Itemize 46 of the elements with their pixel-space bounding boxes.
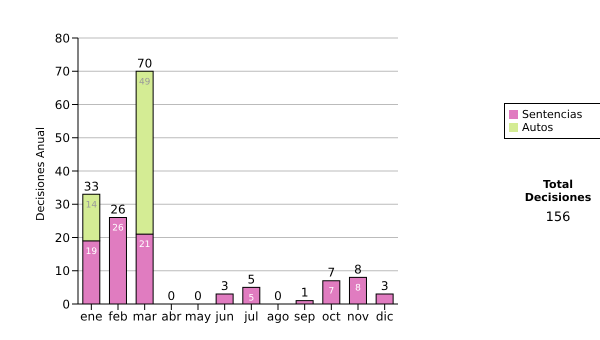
y-tick-label: 70	[54, 64, 70, 79]
y-tick-label: 50	[54, 131, 70, 146]
total-label: 3	[220, 279, 228, 294]
data-label: 14	[86, 200, 98, 210]
total-label: 1	[300, 286, 308, 300]
total-label: 70	[137, 56, 152, 70]
y-axis-title: Decisiones Anual	[34, 126, 47, 221]
y-tick-label: 20	[54, 230, 70, 245]
total-label: 7	[328, 266, 336, 280]
text: Total Decisiones	[524, 178, 592, 204]
total-label: 0	[274, 289, 282, 303]
data-label: 7	[328, 286, 334, 297]
total-label: 0	[194, 289, 202, 303]
y-tick-label: 10	[54, 264, 70, 278]
y-tick-label: 40	[54, 164, 70, 178]
x-tick-label: jun	[214, 310, 234, 324]
x-tick-label: abr	[161, 310, 182, 324]
x-tick-label: may	[184, 310, 212, 324]
legend-label: Sentencias	[522, 108, 582, 121]
data-label: 19	[86, 246, 98, 257]
y-tick-label: 0	[62, 297, 70, 312]
y-tick-label: 80	[54, 31, 70, 46]
x-tick-label: feb	[108, 310, 128, 324]
total-label: 26	[110, 202, 126, 217]
x-tick-label: sep	[294, 310, 316, 324]
data-label: 26	[112, 224, 124, 234]
text: 156	[544, 210, 572, 225]
x-tick-label: ene	[80, 310, 103, 324]
x-tick-label: nov	[346, 310, 370, 324]
x-tick-label: oct	[322, 310, 341, 324]
data-label: 49	[138, 77, 151, 88]
x-tick-label: dic	[376, 310, 394, 324]
total-label: 33	[84, 179, 99, 194]
legend-label: Autos	[522, 121, 554, 134]
y-tick-label: 60	[54, 98, 70, 112]
total-label: 0	[168, 289, 176, 303]
total-label: 3	[380, 279, 388, 294]
total-label: 8	[354, 262, 362, 276]
total-label: 5	[248, 272, 256, 286]
data-label: 21	[138, 240, 150, 250]
data-label: 8	[355, 283, 362, 294]
data-label: 5	[248, 293, 254, 304]
x-tick-label: ago	[266, 310, 290, 324]
x-tick-label: jul	[243, 310, 258, 324]
x-tick-label: mar	[132, 310, 157, 324]
y-tick-label: 30	[54, 198, 70, 212]
